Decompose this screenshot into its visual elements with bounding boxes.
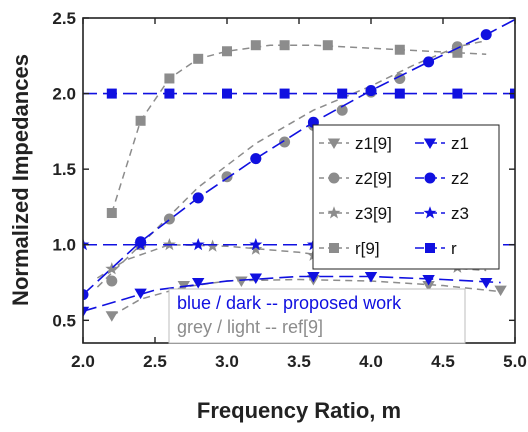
legend-item-z3: z3 xyxy=(415,204,469,223)
x-axis-title: Frequency Ratio, m xyxy=(197,398,401,423)
legend-marker xyxy=(328,172,340,184)
legend-label: r xyxy=(451,239,457,258)
y-tick-label: 0.5 xyxy=(52,311,76,330)
data-point-r9 xyxy=(164,73,175,84)
data-point-z1 xyxy=(192,278,205,289)
legend-label: z1 xyxy=(451,134,469,153)
data-point-z2 xyxy=(365,85,377,97)
data-point-z1 xyxy=(364,271,378,283)
notes-box xyxy=(168,288,466,344)
data-point-r xyxy=(337,88,348,99)
legend-label: z2 xyxy=(451,169,469,188)
legend-marker xyxy=(329,243,339,253)
annotation-proposed: blue / dark -- proposed work xyxy=(177,293,402,313)
data-point-r9 xyxy=(394,44,405,55)
data-point-r9 xyxy=(193,53,204,64)
data-point-z3 xyxy=(249,237,263,251)
data-point-r xyxy=(394,88,405,99)
series-z1 xyxy=(83,271,501,318)
data-point-z19 xyxy=(105,311,118,322)
legend-marker xyxy=(423,206,437,219)
data-point-z1 xyxy=(307,271,320,283)
legend-label: z3[9] xyxy=(355,204,392,223)
series-r xyxy=(83,88,515,99)
y-tick-label: 1.0 xyxy=(52,236,76,255)
y-tick-label: 2.5 xyxy=(52,9,76,28)
data-point-r xyxy=(222,88,232,99)
x-tick-label: 4.5 xyxy=(431,352,455,371)
data-point-z2 xyxy=(192,192,204,204)
data-point-r xyxy=(452,88,463,99)
legend-marker xyxy=(327,206,341,219)
legend-label: r[9] xyxy=(355,239,380,258)
legend-item-z1: z1 xyxy=(415,134,469,153)
data-point-r9 xyxy=(106,208,117,218)
data-point-r xyxy=(106,88,117,99)
data-point-z1 xyxy=(249,273,262,284)
legend-item-z2: z2 xyxy=(415,169,469,188)
y-tick-label: 2.0 xyxy=(52,85,76,104)
data-point-z19 xyxy=(494,285,507,297)
legend-marker xyxy=(425,243,435,253)
series-line-z29 xyxy=(96,39,487,288)
data-point-r xyxy=(164,88,175,99)
data-point-z29 xyxy=(279,136,291,148)
data-point-z2 xyxy=(250,153,262,165)
x-tick-label: 2.0 xyxy=(71,352,95,371)
data-point-z3 xyxy=(134,237,148,251)
annotation-reference: grey / light -- ref[9] xyxy=(177,317,323,337)
legend-label: z1[9] xyxy=(355,134,392,153)
x-tick-label: 5.0 xyxy=(503,352,527,371)
data-point-z1 xyxy=(480,278,493,289)
data-point-z2 xyxy=(83,289,89,301)
data-point-z1 xyxy=(83,306,90,318)
y-axis-title: Normalized Impedances xyxy=(8,54,33,306)
series-r9-ref xyxy=(106,40,487,218)
legend-label: z3 xyxy=(451,204,469,223)
data-point-r9 xyxy=(322,40,333,51)
data-point-r9 xyxy=(135,115,146,126)
series-line-z1 xyxy=(83,275,501,313)
data-point-z2 xyxy=(480,29,492,41)
data-point-r9 xyxy=(250,40,261,51)
data-point-z1 xyxy=(422,275,435,286)
data-point-r9 xyxy=(452,47,463,58)
data-point-r9 xyxy=(279,40,290,51)
data-point-z29 xyxy=(336,104,348,116)
data-point-z39 xyxy=(249,242,263,255)
data-point-z39 xyxy=(105,262,119,275)
x-tick-label: 4.0 xyxy=(359,352,383,371)
legend-box xyxy=(312,124,500,270)
data-point-z19 xyxy=(422,281,435,292)
legend-marker xyxy=(327,138,341,149)
legend-label: z2[9] xyxy=(355,169,392,188)
legend-marker xyxy=(423,138,437,149)
data-point-z19 xyxy=(235,276,248,288)
y-tick-label: 1.5 xyxy=(52,160,76,179)
data-point-r xyxy=(279,88,290,99)
data-point-z29 xyxy=(106,275,118,287)
legend-item-z19-ref: z1[9] xyxy=(319,134,392,153)
x-tick-label: 3.5 xyxy=(287,352,311,371)
legend-item-r: r xyxy=(415,239,457,258)
data-point-z1 xyxy=(134,288,147,300)
data-point-z3 xyxy=(191,237,205,251)
data-point-z2 xyxy=(423,56,435,68)
legend-item-z29-ref: z2[9] xyxy=(319,169,392,188)
data-point-r9 xyxy=(222,46,232,57)
legend-item-z39-ref: z3[9] xyxy=(319,204,392,223)
x-tick-label: 3.0 xyxy=(215,352,239,371)
data-point-z39 xyxy=(206,239,220,252)
x-tick-label: 2.5 xyxy=(143,352,167,371)
legend-marker xyxy=(424,172,436,184)
legend-item-r9-ref: r[9] xyxy=(319,239,380,258)
